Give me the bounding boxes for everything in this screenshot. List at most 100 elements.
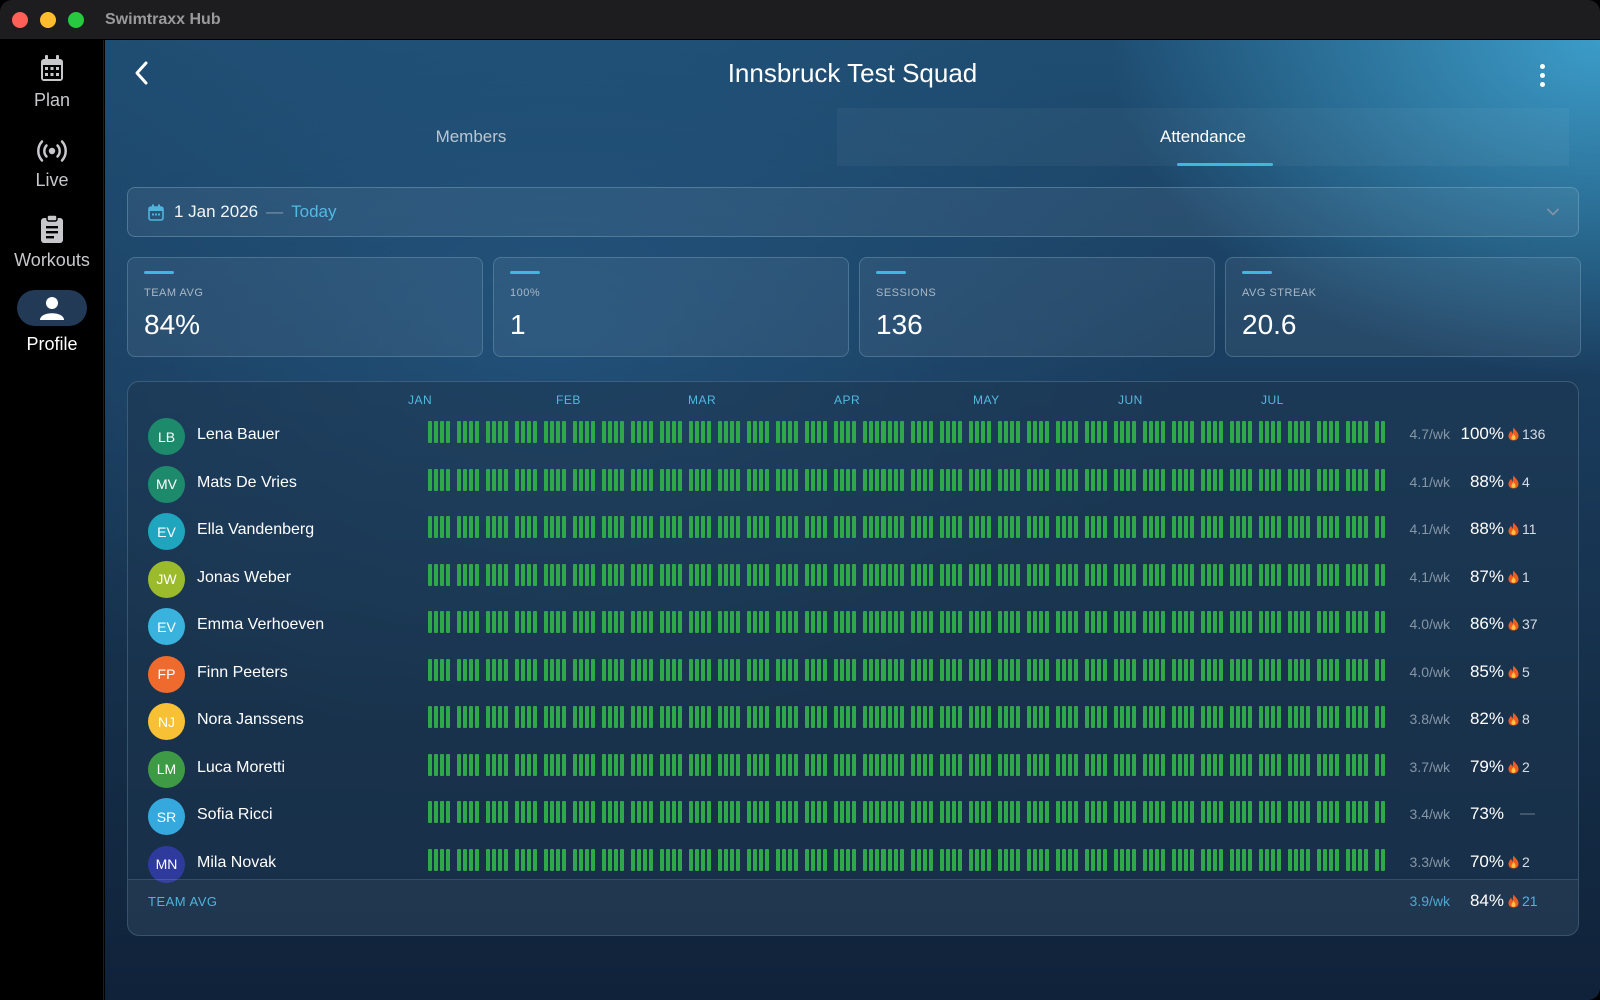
attendance-tick <box>544 658 548 681</box>
table-row[interactable]: EV Emma Verhoeven 4.0/wk 86% 37 <box>128 603 1578 650</box>
attendance-tick <box>863 848 867 871</box>
attendance-tick <box>759 801 763 823</box>
attendance-tick <box>852 848 856 871</box>
attendance-tick <box>1375 468 1379 491</box>
table-row[interactable]: JW Jonas Weber 4.1/wk 87% 1 <box>128 556 1578 603</box>
attendance-tick <box>981 468 985 491</box>
attendance-tick <box>1016 658 1020 681</box>
attendance-tick <box>1184 563 1188 586</box>
attendance-tick <box>573 611 577 633</box>
attendance-tick <box>521 563 525 586</box>
attendance-tick <box>579 753 583 776</box>
attendance-tick <box>492 801 496 823</box>
attendance-tick <box>759 563 763 586</box>
attendance-tick <box>1277 563 1281 586</box>
attendance-tick <box>585 848 589 871</box>
sidebar-item-plan[interactable]: Plan <box>0 54 104 111</box>
table-row[interactable]: SR Sofia Ricci 3.4/wk 73% — <box>128 793 1578 840</box>
attendance-tick <box>911 706 915 728</box>
attendance-tick <box>882 421 886 443</box>
chevron-down-icon <box>1547 208 1559 216</box>
attendance-tick <box>911 801 915 823</box>
attendance-tick <box>515 801 519 823</box>
attendance-tick <box>1103 563 1107 586</box>
table-row[interactable]: MN Mila Novak 3.3/wk 70% 2 <box>128 841 1578 888</box>
attendance-tick <box>1149 658 1153 681</box>
sidebar-item-profile[interactable]: Profile <box>0 290 104 355</box>
attendance-tick <box>1027 658 1031 681</box>
attendance-tick <box>707 706 711 728</box>
attendance-tick <box>515 848 519 871</box>
attendance-tick <box>753 848 757 871</box>
attendance-table: JAN FEB MAR APR MAY JUN JUL LB Lena Bauer… <box>127 381 1579 936</box>
attendance-tick <box>1033 658 1037 681</box>
attendance-tick <box>1364 848 1368 871</box>
attendance-tick <box>573 801 577 823</box>
attendance-tick <box>1306 421 1310 443</box>
attendance-tick <box>492 468 496 491</box>
attendance-tick <box>1143 706 1147 728</box>
flame-icon <box>1508 855 1519 868</box>
tab-attendance[interactable]: Attendance <box>837 108 1569 166</box>
attendance-tick <box>1114 848 1118 871</box>
attendance-tick <box>637 516 641 538</box>
attendance-tick <box>1306 516 1310 538</box>
member-name: Finn Peeters <box>197 663 288 681</box>
attendance-tick <box>614 706 618 728</box>
attendance-tick <box>1085 658 1089 681</box>
attendance-tick <box>1132 468 1136 491</box>
attendance-tick <box>1381 753 1385 776</box>
sidebar-item-live[interactable]: Live <box>0 138 104 191</box>
attendance-tick <box>533 753 537 776</box>
more-options-button[interactable] <box>1530 60 1554 90</box>
back-button[interactable] <box>127 58 157 88</box>
attendance-tick <box>794 848 798 871</box>
close-window-button[interactable] <box>12 12 28 28</box>
avatar: FP <box>148 655 185 693</box>
attendance-tick <box>823 421 827 443</box>
attendance-tick <box>434 706 438 728</box>
attendance-tick <box>1259 563 1263 586</box>
sidebar-item-workouts[interactable]: Workouts <box>0 214 104 271</box>
attendance-tick <box>940 468 944 491</box>
table-row[interactable]: LM Luca Moretti 3.7/wk 79% 2 <box>128 746 1578 793</box>
attendance-tick <box>1120 658 1124 681</box>
attendance-tick <box>1091 563 1095 586</box>
attendance-tick <box>782 658 786 681</box>
attendance-tick <box>1306 848 1310 871</box>
attendance-tick <box>730 421 734 443</box>
attendance-tick <box>1085 516 1089 538</box>
attendance-tick <box>1329 468 1333 491</box>
table-row[interactable]: NJ Nora Janssens 3.8/wk 82% 8 <box>128 698 1578 745</box>
attendance-tick <box>952 611 956 633</box>
attendance-tick <box>958 421 962 443</box>
attendance-tick <box>1329 611 1333 633</box>
attendance-tick <box>852 801 856 823</box>
attendance-tick <box>486 801 490 823</box>
attendance-tick <box>782 516 786 538</box>
minimize-window-button[interactable] <box>40 12 56 28</box>
table-row[interactable]: FP Finn Peeters 4.0/wk 85% 5 <box>128 651 1578 698</box>
table-row[interactable]: MV Mats De Vries 4.1/wk 88% 4 <box>128 461 1578 508</box>
attendance-tick <box>643 468 647 491</box>
attendance-tick <box>1062 848 1066 871</box>
streak-value: 136 <box>1522 426 1546 442</box>
attendance-tick <box>794 563 798 586</box>
attendance-tick <box>923 753 927 776</box>
attendance-tick <box>1364 421 1368 443</box>
date-range-picker[interactable]: 1 Jan 2026 — Today <box>127 187 1579 237</box>
attendance-tick <box>776 421 780 443</box>
attendance-tick <box>788 706 792 728</box>
attendance-tick <box>515 753 519 776</box>
attendance-tick <box>1039 706 1043 728</box>
attendance-tick <box>666 801 670 823</box>
zoom-window-button[interactable] <box>68 12 84 28</box>
attendance-tick <box>1288 421 1292 443</box>
attendance-tick <box>1068 421 1072 443</box>
attendance-tick <box>475 706 479 728</box>
tab-members[interactable]: Members <box>435 127 507 146</box>
table-row[interactable]: LB Lena Bauer 4.7/wk 100% 136 <box>128 413 1578 460</box>
team-avg-percent: 84% <box>1469 891 1504 910</box>
table-row[interactable]: EV Ella Vandenberg 4.1/wk 88% 11 <box>128 508 1578 555</box>
attendance-tick <box>1213 753 1217 776</box>
